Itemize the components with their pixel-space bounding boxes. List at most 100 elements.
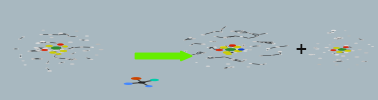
Circle shape: [201, 44, 206, 45]
Circle shape: [234, 49, 238, 50]
Circle shape: [90, 47, 94, 48]
Circle shape: [217, 49, 220, 50]
Circle shape: [247, 38, 250, 39]
Circle shape: [183, 52, 187, 53]
Circle shape: [219, 48, 222, 49]
Circle shape: [342, 49, 347, 51]
Circle shape: [68, 42, 73, 43]
Circle shape: [263, 42, 265, 43]
Circle shape: [237, 32, 240, 33]
Circle shape: [344, 52, 349, 53]
Circle shape: [219, 31, 223, 32]
Circle shape: [237, 48, 242, 50]
Circle shape: [323, 52, 326, 53]
Circle shape: [231, 47, 237, 49]
Circle shape: [249, 63, 253, 64]
Circle shape: [344, 45, 349, 46]
Circle shape: [58, 63, 62, 64]
Circle shape: [345, 51, 350, 52]
Circle shape: [216, 49, 223, 51]
Circle shape: [42, 49, 48, 51]
Circle shape: [80, 46, 84, 47]
Circle shape: [358, 38, 360, 39]
Circle shape: [203, 52, 206, 53]
Circle shape: [336, 59, 341, 60]
Circle shape: [351, 47, 353, 48]
Circle shape: [351, 50, 355, 51]
Circle shape: [48, 70, 52, 71]
Circle shape: [59, 52, 62, 53]
Circle shape: [191, 38, 196, 39]
Circle shape: [313, 47, 318, 48]
Circle shape: [197, 51, 200, 52]
Circle shape: [331, 50, 333, 51]
Circle shape: [192, 43, 195, 44]
Circle shape: [74, 31, 79, 32]
Circle shape: [308, 54, 313, 55]
Circle shape: [27, 51, 32, 52]
Circle shape: [228, 37, 230, 38]
Circle shape: [230, 66, 235, 68]
Circle shape: [334, 54, 339, 55]
Circle shape: [243, 50, 248, 52]
Circle shape: [233, 47, 236, 48]
Circle shape: [220, 46, 225, 47]
Circle shape: [241, 50, 244, 51]
Circle shape: [324, 47, 329, 48]
Circle shape: [234, 50, 242, 52]
Circle shape: [206, 58, 209, 59]
Circle shape: [206, 66, 210, 67]
Circle shape: [240, 30, 245, 32]
Circle shape: [66, 34, 69, 35]
Circle shape: [43, 48, 48, 49]
Circle shape: [50, 52, 53, 53]
Circle shape: [333, 50, 336, 51]
Circle shape: [339, 60, 342, 61]
Circle shape: [242, 44, 245, 45]
Circle shape: [214, 36, 217, 37]
Circle shape: [40, 50, 43, 51]
Circle shape: [42, 42, 45, 43]
Circle shape: [79, 39, 82, 40]
Circle shape: [59, 49, 63, 50]
Circle shape: [60, 50, 64, 51]
Circle shape: [364, 52, 369, 54]
Circle shape: [226, 53, 232, 55]
Circle shape: [240, 50, 243, 51]
Circle shape: [238, 49, 244, 50]
Circle shape: [239, 46, 243, 47]
Circle shape: [82, 50, 88, 52]
Circle shape: [337, 49, 342, 50]
Circle shape: [53, 53, 57, 54]
Circle shape: [348, 50, 352, 51]
Circle shape: [331, 30, 336, 31]
Circle shape: [70, 48, 73, 49]
Circle shape: [229, 45, 233, 46]
Circle shape: [60, 49, 64, 50]
Circle shape: [51, 49, 55, 50]
Circle shape: [328, 50, 332, 51]
Circle shape: [23, 64, 27, 65]
Circle shape: [317, 64, 321, 65]
Circle shape: [232, 47, 237, 48]
Circle shape: [73, 47, 75, 48]
Circle shape: [70, 59, 74, 60]
Circle shape: [131, 77, 141, 80]
Circle shape: [286, 45, 289, 46]
Circle shape: [37, 42, 42, 43]
Circle shape: [31, 58, 34, 59]
Circle shape: [45, 42, 50, 43]
Circle shape: [55, 50, 60, 52]
Circle shape: [45, 63, 50, 64]
Circle shape: [225, 26, 227, 27]
Circle shape: [232, 47, 237, 49]
Circle shape: [341, 55, 345, 56]
Circle shape: [240, 46, 244, 48]
Circle shape: [150, 79, 159, 81]
Circle shape: [85, 57, 88, 58]
Circle shape: [73, 58, 76, 59]
Circle shape: [233, 45, 237, 46]
Circle shape: [235, 49, 239, 50]
Circle shape: [258, 34, 260, 35]
Circle shape: [243, 59, 247, 60]
